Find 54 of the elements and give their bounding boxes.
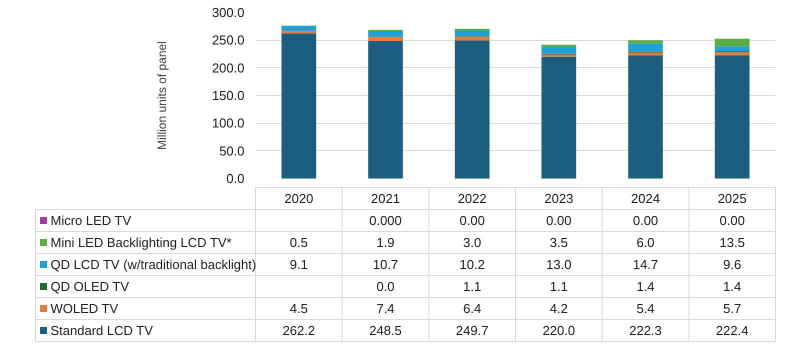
data-label: 0.00: [632, 213, 658, 228]
data-label: 222.3: [629, 323, 662, 338]
y-tick-label: 0.0: [226, 171, 245, 186]
y-tick-label: 300.0: [212, 5, 245, 20]
data-label: 222.4: [716, 323, 748, 338]
y-tick-label: 200.0: [212, 60, 245, 76]
x-tick-label: 2025: [718, 191, 747, 206]
x-tick-label: 2020: [284, 191, 314, 206]
data-label: 10.2: [460, 257, 485, 272]
legend-label: Standard LCD TV: [50, 323, 154, 338]
y-tick-label: 100.0: [212, 116, 245, 131]
data-label: 0.5: [290, 235, 308, 250]
y-tick-label: 50.0: [219, 143, 245, 158]
data-label: 248.5: [369, 323, 402, 338]
data-label: 6.4: [463, 301, 482, 316]
data-label: 10.7: [372, 257, 398, 272]
data-label: 3.0: [463, 235, 482, 250]
y-tick-label: 250.0: [212, 32, 245, 48]
data-label: 9.6: [723, 257, 742, 272]
data-label: 0.000: [369, 213, 402, 228]
data-label: 4.2: [550, 301, 568, 316]
x-tick-label: 2021: [371, 191, 400, 206]
legend-label: WOLED TV: [50, 301, 118, 316]
data-label: 0.00: [460, 213, 485, 228]
x-tick-label: 2024: [631, 191, 660, 206]
x-tick-label: 2022: [458, 191, 487, 206]
data-label: 262.2: [282, 323, 316, 338]
data-label: 1.9: [376, 235, 395, 250]
data-label: 5.7: [723, 301, 742, 316]
data-label: 5.4: [636, 301, 655, 316]
data-label: 1.1: [463, 279, 482, 294]
data-label: 1.4: [636, 279, 655, 294]
data-label: 7.4: [376, 301, 395, 316]
legend-label: QD LCD TV (w/traditional backlight): [50, 257, 256, 272]
legend-label: Mini LED Backlighting LCD TV*: [50, 235, 232, 250]
data-label: 9.1: [290, 257, 308, 272]
data-label: 4.5: [290, 301, 308, 316]
data-label: 3.5: [550, 235, 568, 250]
legend-label: QD OLED TV: [50, 279, 130, 294]
data-label: 1.1: [550, 279, 568, 294]
data-label: 1.4: [723, 279, 742, 294]
data-label: 14.7: [632, 257, 658, 272]
legend-label: Micro LED TV: [50, 213, 132, 228]
data-label: 13.5: [720, 235, 745, 250]
x-tick-label: 2023: [544, 191, 574, 206]
data-label: 0.00: [720, 213, 745, 228]
data-label: 6.0: [636, 235, 655, 250]
data-label: 220.0: [542, 323, 576, 338]
data-label: 0.0: [376, 279, 395, 294]
y-tick-label: 150.0: [212, 88, 245, 103]
y-axis-title: Million units of panel: [154, 41, 169, 150]
data-label: 13.0: [546, 257, 572, 272]
data-label: 249.7: [456, 323, 488, 338]
data-label: 0.00: [546, 213, 572, 228]
